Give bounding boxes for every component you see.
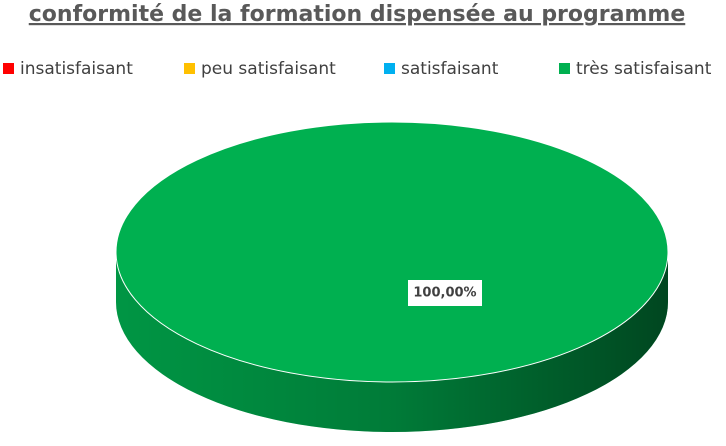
legend-swatch xyxy=(184,63,195,74)
pie: 100,00% xyxy=(115,121,669,432)
legend-label: peu satisfaisant xyxy=(201,59,336,79)
pie-side-shade xyxy=(116,252,668,432)
pie-slice xyxy=(115,121,669,383)
chart-title: conformité de la formation dispensée au … xyxy=(29,2,686,27)
legend-swatch xyxy=(384,63,395,74)
legend: insatisfaisant peu satisfaisant satisfaisa… xyxy=(3,59,712,79)
legend-swatch xyxy=(559,63,570,74)
legend-label: satisfaisant xyxy=(401,59,499,79)
legend-swatch xyxy=(3,63,14,74)
legend-label: insatisfaisant xyxy=(20,59,133,79)
data-label: 100,00% xyxy=(413,286,476,301)
legend-label: très satisfaisant xyxy=(576,59,712,79)
data-label-box xyxy=(408,280,482,306)
